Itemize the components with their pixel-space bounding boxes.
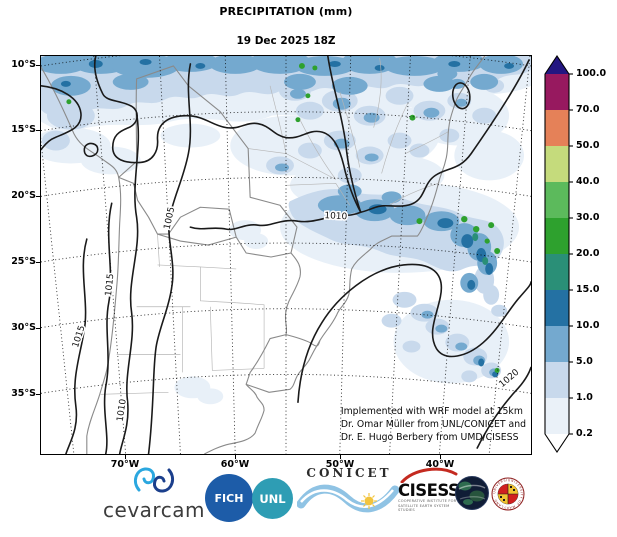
contour-1015-east bbox=[103, 202, 113, 454]
umd-seal-icon: UNIVERSITY OF MARYLAND · UNIVERSITY OF M… bbox=[491, 477, 525, 511]
cbar-tick-15: 15.0 bbox=[576, 284, 600, 295]
map-canvas: 1005 1010 1015 1015 1010 1020 Implemente… bbox=[40, 55, 532, 455]
xtick-40w: 40°W bbox=[425, 459, 455, 470]
contour-1010-main bbox=[189, 211, 362, 231]
xtick-70w: 70°W bbox=[110, 459, 140, 470]
precip-shading-green bbox=[66, 62, 501, 373]
contour-label-1010-sw: 1010 bbox=[116, 398, 129, 422]
ytick-35s: 35°S bbox=[11, 388, 36, 399]
ytick-20s: 20°S bbox=[11, 190, 36, 201]
contour-label-group: 1005 1010 1015 1015 1010 1020 bbox=[70, 205, 524, 424]
colorbar-ticks bbox=[569, 73, 573, 435]
contour-label-1015-b: 1015 bbox=[71, 324, 88, 349]
colorbar bbox=[544, 55, 573, 453]
fich-label: FICH bbox=[214, 491, 244, 505]
contour-1005 bbox=[147, 63, 192, 454]
cbar-tick-10: 10.0 bbox=[576, 320, 600, 331]
figure-subtitle: 19 Dec 2025 18Z bbox=[236, 35, 336, 47]
contour-1015-west bbox=[65, 238, 88, 454]
conicet-ribbon-icon bbox=[296, 484, 400, 513]
cisess-arc-icon bbox=[400, 467, 458, 483]
fich-logo: FICH bbox=[205, 474, 253, 522]
cevarcam-logo: cevarcam bbox=[98, 465, 210, 521]
unl-label: UNL bbox=[259, 491, 286, 506]
cisess-logo: CISESS COOPERATIVE INSTITUTE FOR SATELLI… bbox=[398, 465, 462, 513]
contour-1010-andes bbox=[118, 112, 140, 454]
unl-logo: UNL bbox=[252, 478, 293, 519]
cevarcam-swirl-icon bbox=[133, 467, 175, 493]
contour-1020 bbox=[476, 366, 531, 449]
precip-shading-heavy bbox=[60, 58, 515, 378]
ytick-10s: 10°S bbox=[11, 59, 36, 70]
logo-footer: cevarcam FICH UNL CONICET bbox=[0, 463, 617, 537]
contour-label-1005: 1005 bbox=[163, 206, 178, 230]
cbar-tick-1: 1.0 bbox=[576, 392, 593, 403]
figure-title: PRECIPITATION (mm) bbox=[219, 5, 353, 18]
atlantic-coastline bbox=[204, 56, 486, 454]
pressure-contours bbox=[41, 56, 531, 454]
cisess-subtext-1: COOPERATIVE INSTITUTE FOR bbox=[398, 499, 457, 503]
cbar-tick-5: 5.0 bbox=[576, 356, 593, 367]
cbar-tick-30: 30.0 bbox=[576, 212, 600, 223]
ytick-30s: 30°S bbox=[11, 322, 36, 333]
colorbar-over-arrow bbox=[545, 56, 569, 74]
cbar-tick-70: 70.0 bbox=[576, 104, 600, 115]
cbar-tick-20: 20.0 bbox=[576, 248, 600, 259]
colorbar-under-arrow bbox=[545, 434, 569, 452]
ytick-15s: 15°S bbox=[11, 124, 36, 135]
country-borders bbox=[118, 65, 298, 258]
contour-label-1010-mid: 1010 bbox=[324, 211, 348, 222]
cbar-tick-40: 40.0 bbox=[576, 176, 600, 187]
xtick-50w: 50°W bbox=[325, 459, 355, 470]
cbar-tick-100: 100.0 bbox=[576, 68, 607, 79]
annotation-line-2: Dr. Omar Müller from UNL/CONICET and bbox=[340, 419, 526, 430]
cisess-wordmark: CISESS bbox=[398, 481, 460, 500]
ytick-25s: 25°S bbox=[11, 256, 36, 267]
cisess-subtext-2: SATELLITE EARTH SYSTEM STUDIES bbox=[398, 503, 450, 513]
conicet-wordmark: CONICET bbox=[306, 466, 392, 480]
annotation-line-1: Implemented with WRF model at 15km bbox=[340, 406, 523, 417]
precip-shading-teal bbox=[472, 233, 489, 265]
sun-icon bbox=[361, 493, 377, 509]
graticule bbox=[41, 56, 531, 454]
cbar-tick-50: 50.0 bbox=[576, 140, 600, 151]
earth-globe-icon bbox=[455, 476, 489, 510]
map-plot: 1005 1010 1015 1015 1010 1020 bbox=[41, 56, 531, 454]
conicet-logo: CONICET bbox=[296, 466, 402, 520]
contour-label-1015-a: 1015 bbox=[104, 273, 116, 297]
xtick-60w: 60°W bbox=[220, 459, 250, 470]
cevarcam-wordmark: cevarcam bbox=[103, 498, 205, 522]
pacific-coastline bbox=[41, 66, 122, 454]
model-credit-annotation: Implemented with WRF model at 15km Dr. O… bbox=[341, 405, 526, 444]
colorbar-segments bbox=[545, 74, 569, 434]
cbar-tick-02: 0.2 bbox=[576, 428, 593, 439]
annotation-line-3: Dr. E. Hugo Berbery from UMD/CISESS bbox=[340, 432, 519, 443]
